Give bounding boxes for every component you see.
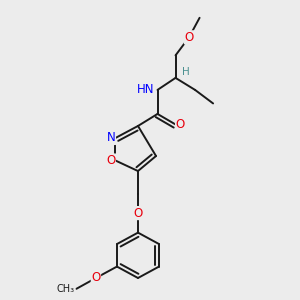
Text: N: N bbox=[107, 131, 116, 145]
Text: O: O bbox=[65, 284, 74, 294]
Text: O: O bbox=[91, 272, 101, 284]
Text: HN: HN bbox=[136, 83, 154, 96]
Text: O: O bbox=[184, 31, 194, 44]
Text: O: O bbox=[134, 207, 142, 220]
Text: CH₃: CH₃ bbox=[57, 284, 75, 294]
Text: H: H bbox=[182, 67, 190, 77]
Text: O: O bbox=[106, 154, 116, 167]
Text: O: O bbox=[176, 118, 185, 131]
